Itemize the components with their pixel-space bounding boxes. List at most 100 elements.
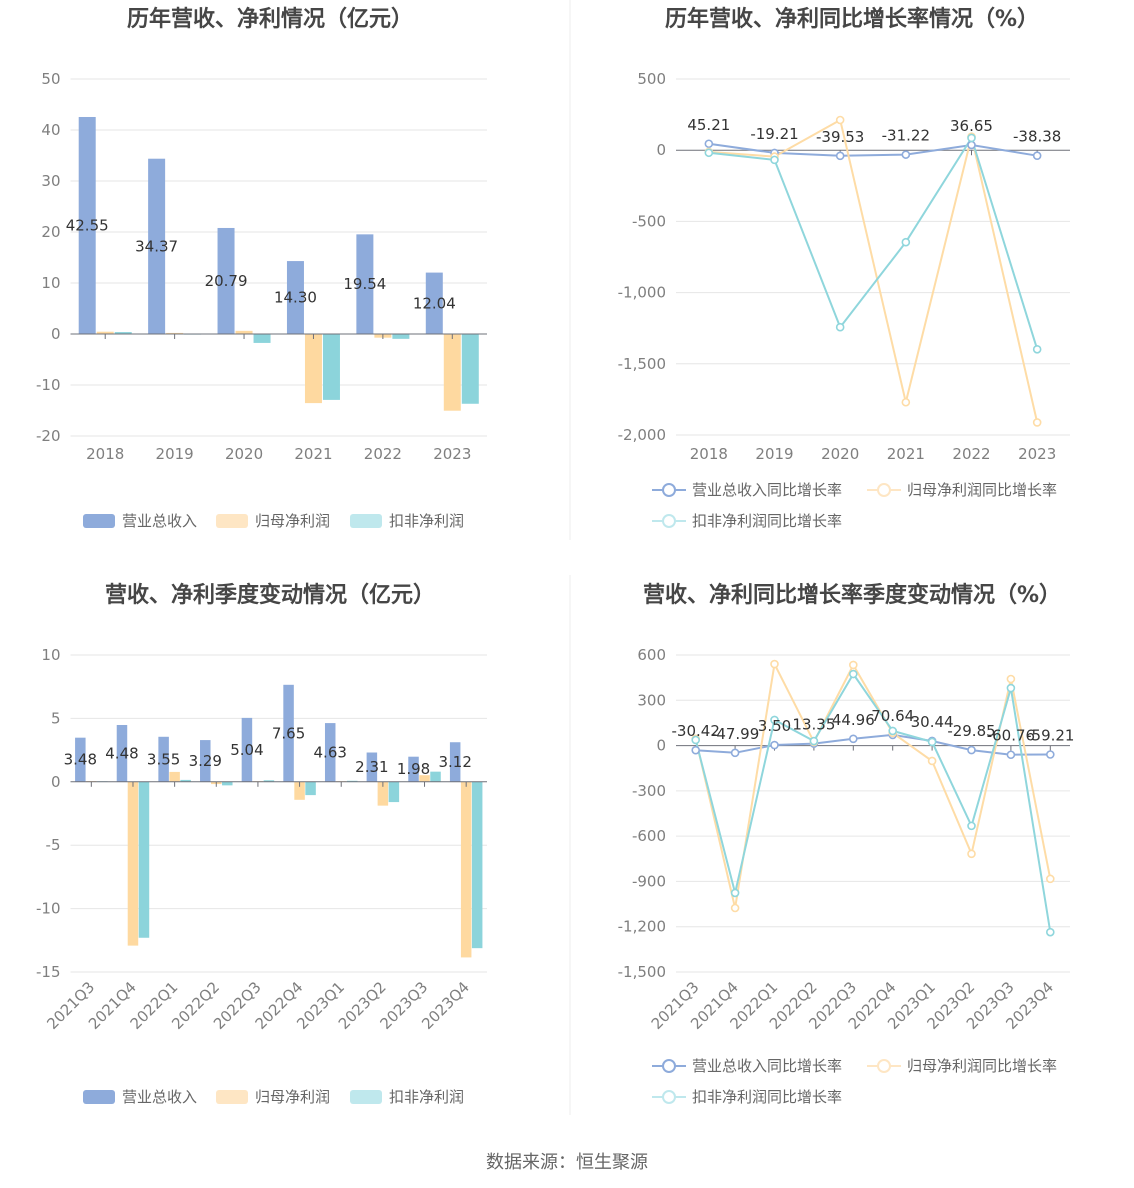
point-deducted-profit-growth-2022Q4[interactable] [888,726,898,736]
point-deducted-profit-growth-2023Q3[interactable] [1006,683,1016,693]
point-deducted-profit-growth-2022Q1[interactable] [770,715,779,725]
point-revenue-growth-2018[interactable] [704,139,714,149]
bar-deducted-profit-2020[interactable] [253,334,271,343]
y-tick-label: 10 [41,274,60,292]
point-revenue-growth-2022Q3[interactable] [848,734,858,744]
bar-revenue-2018[interactable] [78,116,96,335]
bar-deducted-profit-2022Q2[interactable] [222,781,233,786]
y-tick-label: 20 [41,223,60,241]
bar-deducted-profit-2023Q4[interactable] [471,781,483,949]
bar-revenue-2023[interactable] [425,272,443,334]
point-deducted-profit-growth-2023Q1[interactable] [927,737,937,747]
y-tick-label: 300 [637,691,666,709]
bar-net-profit-2019[interactable] [166,332,184,334]
bar-net-profit-2023Q4[interactable] [460,781,472,958]
bar-revenue-2023Q3[interactable] [408,756,419,782]
point-deducted-profit-growth-2023[interactable] [1032,344,1042,354]
chart-2: 500 0 -500 -1,000 -1,500 -2,000 2018 2019 2020 20… [618,70,1070,530]
bar-net-profit-2021[interactable] [304,334,322,404]
point-net-profit-growth-2023Q1[interactable] [927,756,937,766]
point-revenue-growth-2021[interactable] [901,150,911,159]
point-deducted-profit-growth-2021Q3[interactable] [691,735,701,745]
point-revenue-growth-2022[interactable] [967,140,976,150]
legend-item-net-profit[interactable]: 归母净利润 [216,1088,330,1106]
bar-revenue-2023Q4[interactable] [449,742,461,782]
bar-revenue-2021Q4[interactable] [116,724,128,782]
bar-deducted-profit-2018[interactable] [114,332,132,334]
point-revenue-growth-2021Q3[interactable] [691,745,701,755]
point-deducted-profit-growth-2021Q4[interactable] [730,888,740,898]
bar-revenue-2023Q1[interactable] [324,723,336,782]
legend-item-deducted-profit[interactable]: 扣非净利润 [350,1088,464,1106]
bar-deducted-profit-2021[interactable] [322,334,340,400]
point-net-profit-growth-2023Q2[interactable] [967,849,976,859]
point-revenue-growth-2020[interactable] [835,151,845,161]
legend-item-net-profit-growth[interactable]: 归母净利润同比增长率 [867,481,1057,499]
bar-deducted-profit-2022[interactable] [392,334,410,339]
point-revenue-growth-2023Q3[interactable] [1006,750,1016,760]
point-deducted-profit-growth-2023Q2[interactable] [967,821,976,831]
point-net-profit-growth-2020[interactable] [835,115,845,125]
legend-item-net-profit-growth[interactable]: 归母净利润同比增长率 [867,1057,1057,1075]
y-tick-label: -1,500 [618,355,666,373]
point-net-profit-growth-2022Q1[interactable] [770,659,779,669]
bar-deducted-profit-2023Q3[interactable] [430,771,441,782]
point-deducted-profit-growth-2018[interactable] [704,148,714,158]
bar-revenue-2022[interactable] [356,234,374,334]
bar-deducted-profit-2022Q3[interactable] [263,780,275,782]
bar-net-profit-2020[interactable] [235,330,253,334]
point-net-profit-growth-2022Q3[interactable] [848,660,858,670]
point-deducted-profit-growth-2022Q2[interactable] [809,736,819,746]
bar-net-profit-2018[interactable] [96,331,114,334]
legend-item-revenue-growth[interactable]: 营业总收入同比增长率 [652,1057,842,1075]
legend-item-deducted-profit-growth[interactable]: 扣非净利润同比增长率 [652,512,842,530]
y-tick-label: 0 [656,141,666,159]
legend-item-deducted-profit[interactable]: 扣非净利润 [350,512,464,530]
bar-net-profit-2023Q3[interactable] [419,775,430,782]
legend-item-revenue-growth[interactable]: 营业总收入同比增长率 [652,481,842,499]
bar-net-profit-2022Q4[interactable] [294,781,305,800]
bar-deducted-profit-2022Q4[interactable] [305,781,316,796]
bar-revenue-2022Q2[interactable] [200,740,211,782]
bar-revenue-2021[interactable] [286,261,304,334]
bar-revenue-2022Q3[interactable] [241,717,253,782]
bar-deducted-profit-2023Q1[interactable] [346,780,358,782]
bar-revenue-2020[interactable] [217,227,235,334]
x-tick-label: 2018 [690,445,728,463]
bar-net-profit-2022Q1[interactable] [169,771,180,782]
line-revenue-growth [708,142,1038,157]
legend-item-revenue[interactable]: 营业总收入 [83,1088,197,1106]
bar-revenue-2023Q2[interactable] [366,752,378,782]
bar-revenue-2021Q3[interactable] [75,737,86,782]
point-revenue-growth-2021Q4[interactable] [730,748,740,758]
point-revenue-growth-2023[interactable] [1032,151,1042,160]
bar-deducted-profit-2021Q4[interactable] [138,781,150,938]
bar-revenue-2019[interactable] [148,158,166,334]
legend-item-deducted-profit-growth[interactable]: 扣非净利润同比增长率 [652,1088,842,1106]
point-net-profit-growth-2023[interactable] [1032,418,1042,427]
legend-item-net-profit[interactable]: 归母净利润 [216,512,330,530]
point-deducted-profit-growth-2021[interactable] [901,237,911,247]
bar-net-profit-2021Q4[interactable] [127,781,139,946]
point-revenue-growth-2023Q2[interactable] [967,745,976,755]
point-net-profit-growth-2023Q4[interactable] [1046,874,1055,884]
point-deducted-profit-growth-2023Q4[interactable] [1046,927,1055,937]
point-revenue-growth-2023Q4[interactable] [1046,750,1055,759]
bar-deducted-profit-2023[interactable] [461,334,479,404]
point-net-profit-growth-2023Q3[interactable] [1006,674,1016,684]
bar-deducted-profit-2023Q2[interactable] [388,781,400,803]
legend-item-revenue[interactable]: 营业总收入 [83,512,197,530]
point-deducted-profit-growth-2019[interactable] [770,155,779,165]
bar-net-profit-2023[interactable] [443,334,461,411]
bar-revenue-2022Q4[interactable] [283,684,294,782]
point-revenue-growth-2022Q1[interactable] [770,740,779,750]
point-net-profit-growth-2021[interactable] [901,397,911,407]
data-label-revenue-growth-2022: 36.65 [950,117,993,135]
point-deducted-profit-growth-2020[interactable] [835,322,845,332]
bar-net-profit-2023Q2[interactable] [377,781,389,806]
point-net-profit-growth-2021Q4[interactable] [730,903,740,913]
bar-revenue-2022Q1[interactable] [158,736,169,782]
point-deducted-profit-growth-2022[interactable] [967,133,976,143]
point-deducted-profit-growth-2022Q3[interactable] [848,669,858,679]
bar-deducted-profit-2022Q1[interactable] [180,779,191,782]
